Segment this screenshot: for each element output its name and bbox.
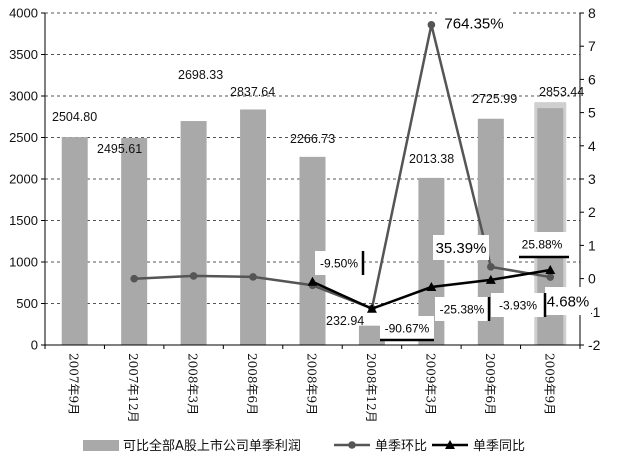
annotations: -9.50% -90.67% 764.35% 35.39% -25.38% -3.93% 2… — [315, 12, 591, 342]
annotation-box — [435, 297, 489, 321]
huanbi-annotation: 35.39% — [436, 240, 487, 257]
bar-value-label: 2853.44 — [539, 85, 584, 99]
x-tick-label: 2007年12月 — [126, 353, 140, 423]
right-tick-label: 6 — [588, 71, 596, 87]
annotation-box — [380, 316, 434, 340]
x-tick-label: 2009年6月 — [483, 353, 497, 415]
tongbi-annotation: -90.67% — [385, 321, 430, 335]
bar-value-label: 2266.73 — [290, 132, 335, 146]
data-labels: 2504.80 2495.61 2698.33 2837.64 2266.73 232.9… — [52, 68, 584, 328]
bar — [61, 137, 88, 345]
huanbi-line — [134, 24, 551, 311]
x-tick-label: 2008年6月 — [245, 353, 259, 415]
left-tick-label: 2500 — [9, 130, 38, 145]
right-tick-label: 8 — [588, 5, 596, 21]
legend-marker-huanbi — [348, 441, 356, 449]
left-tick-label: 2000 — [9, 172, 38, 187]
left-tick-label: 500 — [16, 296, 38, 311]
annotation-box — [515, 232, 569, 256]
tongbi-point — [366, 303, 377, 313]
bar — [240, 109, 267, 345]
huanbi-point — [487, 263, 495, 271]
line-series — [130, 21, 556, 313]
bar-value-label: 2725.99 — [472, 92, 517, 106]
x-tick-label: 2008年12月 — [364, 353, 378, 423]
huanbi-annotation: 4.68% — [547, 293, 590, 310]
x-tick-label: 2008年9月 — [305, 353, 319, 415]
bar — [180, 121, 207, 346]
left-tick-label: 4000 — [9, 6, 38, 21]
bar-value-label: 2013.38 — [409, 152, 454, 166]
left-tick-label: 3000 — [9, 89, 38, 104]
tongbi-annotation: -25.38% — [440, 302, 485, 316]
right-tick-label: -1 — [588, 304, 601, 320]
right-tick-label: 3 — [588, 171, 596, 187]
left-tick-label: 3500 — [9, 47, 38, 62]
annotation-box — [433, 235, 489, 260]
legend-label: 单季同比 — [473, 439, 525, 454]
tongbi-annotation: 25.88% — [522, 237, 563, 251]
legend-swatch-bar — [83, 440, 119, 451]
bar — [121, 137, 148, 345]
bar-value-label: 232.94 — [326, 314, 364, 328]
left-tick-label: 1500 — [9, 213, 38, 228]
annotation-box — [491, 293, 545, 317]
huanbi-point — [249, 273, 257, 281]
bar-value-label: 2837.64 — [230, 85, 275, 99]
tongbi-point — [307, 276, 318, 286]
x-tick-label: 2009年3月 — [423, 353, 437, 415]
axes: 05001000150020002500300035004000-2-10123… — [9, 5, 601, 423]
huanbi-annotation: 764.35% — [444, 15, 503, 32]
right-tick-label: 7 — [588, 38, 596, 54]
tongbi-point — [485, 274, 496, 284]
right-tick-label: 0 — [588, 271, 596, 287]
bar-value-label: 2698.33 — [178, 68, 223, 82]
right-tick-label: -2 — [588, 337, 601, 353]
bar — [299, 156, 326, 345]
huanbi-point — [130, 274, 138, 283]
left-tick-label: 1000 — [9, 255, 38, 270]
legend: 可比全部A股上市公司单季利润 单季环比 单季同比 — [83, 438, 525, 454]
tongbi-annotation: -3.93% — [499, 298, 537, 312]
annotation-box — [437, 12, 511, 34]
right-tick-label: 2 — [588, 204, 596, 220]
annotation-box — [315, 251, 363, 275]
right-tick-label: 1 — [588, 237, 596, 253]
huanbi-point — [427, 21, 436, 29]
x-tick-label: 2009年9月 — [542, 353, 556, 415]
x-tick-label: 2008年3月 — [186, 353, 200, 415]
right-tick-label: 4 — [588, 138, 596, 154]
annotation-box — [545, 287, 591, 315]
left-tick-label: 0 — [31, 338, 38, 353]
right-tick-label: 5 — [588, 105, 596, 121]
x-tick-label: 2007年9月 — [67, 353, 81, 415]
bar — [358, 325, 385, 345]
bar-value-label: 2504.80 — [52, 110, 97, 124]
tongbi-annotation: -9.50% — [320, 256, 358, 270]
legend-marker-tongbi — [445, 440, 455, 449]
tongbi-point — [545, 265, 556, 275]
tongbi-point — [426, 282, 437, 292]
bar-value-label: 2495.61 — [97, 142, 142, 156]
legend-label: 可比全部A股上市公司单季利润 — [123, 438, 301, 454]
huanbi-point — [189, 272, 198, 280]
legend-label: 单季环比 — [375, 439, 427, 454]
huanbi-point — [546, 273, 555, 281]
